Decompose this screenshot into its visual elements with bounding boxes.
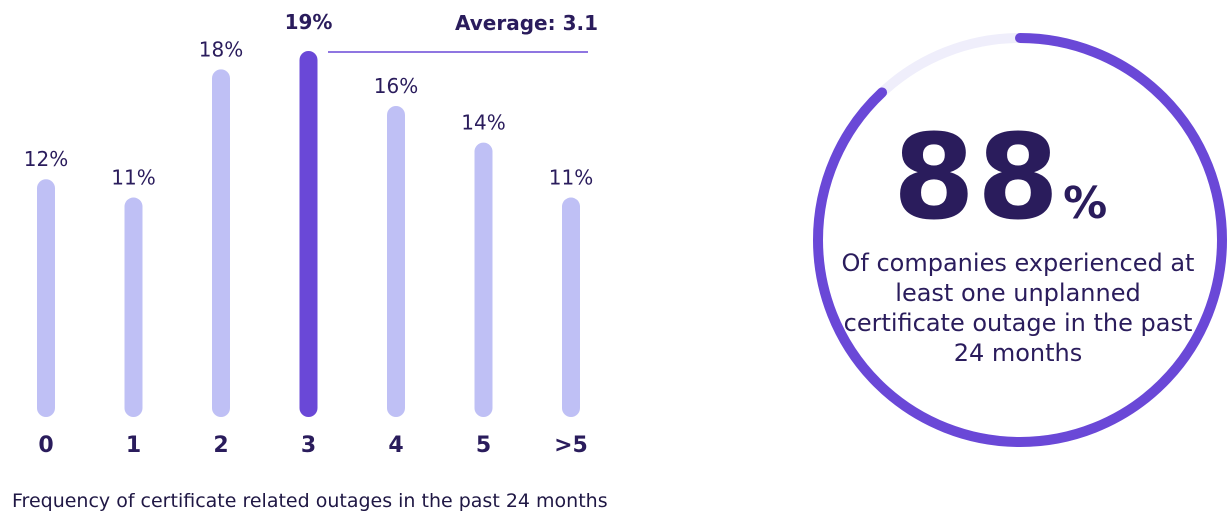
category-label-3: 3	[301, 433, 316, 458]
big-number: 88	[892, 108, 1062, 246]
bar-value-label-2: 18%	[199, 37, 243, 61]
category-label-0: 0	[38, 433, 53, 458]
bar-value-label-6: 11%	[549, 166, 593, 190]
big-percentage: 88%	[850, 118, 1150, 236]
average-label: Average: 3.1	[455, 11, 598, 35]
category-label-4: 4	[388, 433, 403, 458]
bar-value-label-4: 16%	[374, 74, 418, 98]
donut-ring	[813, 33, 1227, 447]
percent-sign: %	[1063, 178, 1108, 229]
category-label-1: 1	[126, 433, 141, 458]
category-label-5: 5	[476, 433, 491, 458]
bar-chart: 12% 0 11% 1 18% 2 19% 3 16% 4 14% 5 11% >5 Average: 3…	[24, 10, 598, 458]
bar-value-label-0: 12%	[24, 147, 68, 171]
ring-caption: Of companies experienced at least one un…	[841, 249, 1195, 367]
bar-value-label-1: 11%	[111, 166, 155, 190]
bars-group: 12% 0 11% 1 18% 2 19% 3 16% 4 14% 5 11% >5	[24, 10, 593, 458]
category-label-2: 2	[213, 433, 228, 458]
ring-value-arc	[813, 33, 1227, 447]
average-annotation: Average: 3.1	[328, 11, 598, 53]
x-axis-caption: Frequency of certificate related outages…	[12, 490, 608, 512]
bar-value-label-5: 14%	[461, 111, 505, 135]
bar-value-label-3: 19%	[285, 10, 333, 34]
category-label-6: >5	[554, 433, 588, 458]
